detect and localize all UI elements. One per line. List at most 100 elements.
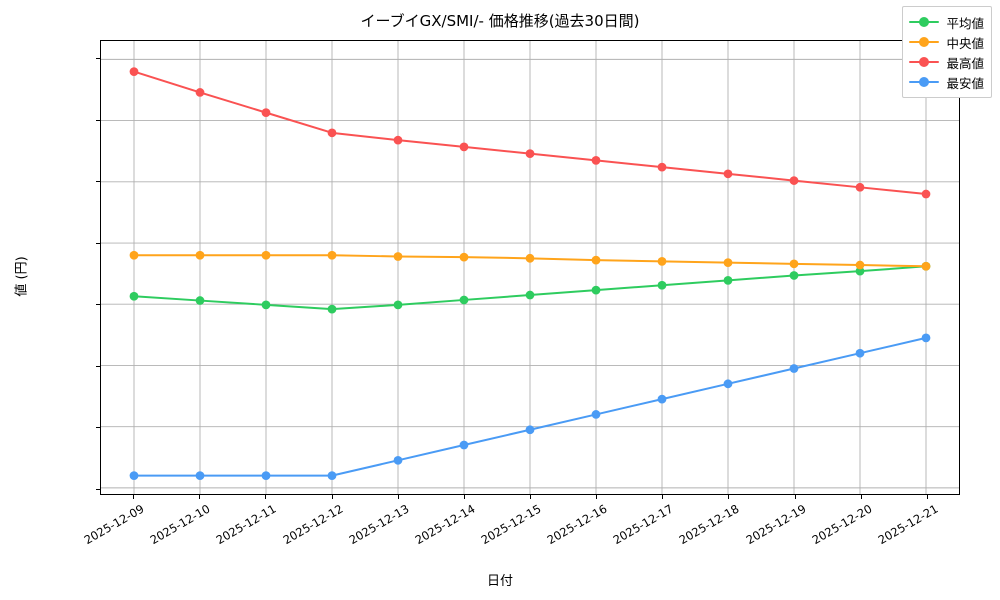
data-point	[855, 260, 865, 270]
data-point	[591, 410, 601, 419]
data-point	[195, 296, 205, 305]
y-tick-mark	[96, 119, 100, 121]
x-tick-label: 2025-12-15	[478, 501, 544, 548]
x-tick-mark	[794, 495, 796, 499]
data-point	[525, 253, 535, 263]
data-point	[129, 471, 139, 481]
x-tick-label: 2025-12-17	[610, 501, 676, 548]
x-tick-mark	[265, 495, 267, 499]
data-point	[129, 291, 139, 301]
data-point	[789, 271, 799, 280]
y-tick-mark	[96, 427, 100, 429]
y-tick-mark	[96, 365, 100, 367]
x-tick-label: 2025-12-10	[147, 501, 213, 548]
x-tick-mark	[133, 495, 135, 499]
legend-label: 平均値	[946, 15, 984, 31]
data-point	[657, 256, 667, 266]
data-point	[723, 275, 733, 285]
data-point	[591, 285, 601, 295]
data-point	[393, 455, 403, 465]
x-tick-mark	[463, 495, 465, 499]
data-point	[921, 333, 931, 343]
x-tick-label: 2025-12-19	[743, 501, 809, 548]
x-tick-label: 2025-12-12	[280, 501, 345, 548]
data-point	[393, 135, 403, 145]
data-point	[261, 300, 271, 310]
chart-legend: 平均値中央値最高値最安値	[902, 6, 992, 98]
x-tick-mark	[530, 495, 531, 499]
data-point	[789, 364, 799, 373]
data-point	[327, 471, 337, 481]
x-tick-label: 2025-12-18	[677, 501, 742, 548]
data-point	[459, 252, 469, 262]
x-tick-label: 2025-12-16	[544, 501, 610, 548]
plot-area	[100, 40, 960, 495]
x-tick-label: 2025-12-21	[875, 501, 941, 548]
data-point	[459, 295, 469, 305]
data-point	[327, 250, 337, 260]
data-point	[723, 258, 733, 267]
x-tick-label: 2025-12-11	[213, 501, 279, 548]
legend-label: 中央値	[946, 35, 984, 51]
x-tick-label: 2025-12-09	[81, 501, 147, 548]
data-point	[327, 128, 337, 138]
legend-item-3[interactable]: 最安値	[909, 72, 984, 92]
x-tick-mark	[199, 495, 201, 499]
x-tick-mark	[728, 495, 730, 499]
data-point	[393, 252, 403, 261]
data-point	[591, 155, 601, 165]
legend-swatch-icon	[909, 75, 940, 89]
x-tick-label: 2025-12-14	[412, 501, 478, 548]
data-point	[855, 348, 865, 358]
x-tick-mark	[662, 495, 664, 499]
data-series-layer	[129, 67, 931, 481]
data-point	[261, 108, 271, 118]
legend-item-1[interactable]: 中央値	[909, 32, 984, 52]
x-tick-label: 2025-12-13	[346, 501, 412, 548]
data-point	[657, 394, 667, 404]
x-tick-label: 2025-12-20	[809, 501, 875, 548]
data-point	[129, 67, 139, 76]
data-point	[855, 266, 865, 276]
data-point	[789, 176, 799, 185]
data-point	[723, 379, 733, 389]
data-point	[855, 182, 865, 192]
data-point	[525, 425, 535, 435]
data-point	[459, 142, 469, 152]
legend-swatch-icon	[909, 35, 940, 49]
legend-label: 最高値	[946, 55, 984, 71]
chart-title: イーブイGX/SMI/- 価格推移(過去30日間)	[360, 12, 640, 30]
y-axis-label: 値 (円)	[14, 256, 30, 297]
y-tick-mark	[96, 242, 100, 244]
y-tick-mark	[96, 488, 100, 490]
legend-item-2[interactable]: 最高値	[909, 52, 984, 72]
data-point	[261, 250, 271, 260]
legend-label: 最安値	[946, 75, 984, 91]
legend-swatch-icon	[909, 55, 940, 69]
data-point	[327, 304, 337, 314]
x-tick-mark	[860, 495, 862, 499]
data-point	[195, 88, 205, 97]
x-tick-mark	[397, 495, 399, 499]
x-tick-mark	[596, 495, 598, 499]
data-point	[525, 290, 535, 300]
y-tick-mark	[96, 304, 100, 306]
data-point	[921, 261, 931, 271]
x-axis-label: 日付	[486, 574, 513, 589]
data-point	[789, 259, 799, 269]
legend-item-0[interactable]: 平均値	[909, 12, 984, 32]
data-point	[525, 149, 535, 159]
data-point	[129, 250, 139, 260]
data-point	[591, 255, 601, 265]
legend-swatch-icon	[909, 15, 940, 29]
data-point	[459, 440, 469, 450]
y-tick-mark	[96, 181, 100, 183]
data-point	[195, 471, 205, 481]
data-point	[393, 300, 403, 310]
data-point	[657, 162, 667, 172]
x-tick-mark	[926, 495, 928, 499]
data-point	[195, 250, 205, 260]
data-point	[921, 189, 931, 199]
